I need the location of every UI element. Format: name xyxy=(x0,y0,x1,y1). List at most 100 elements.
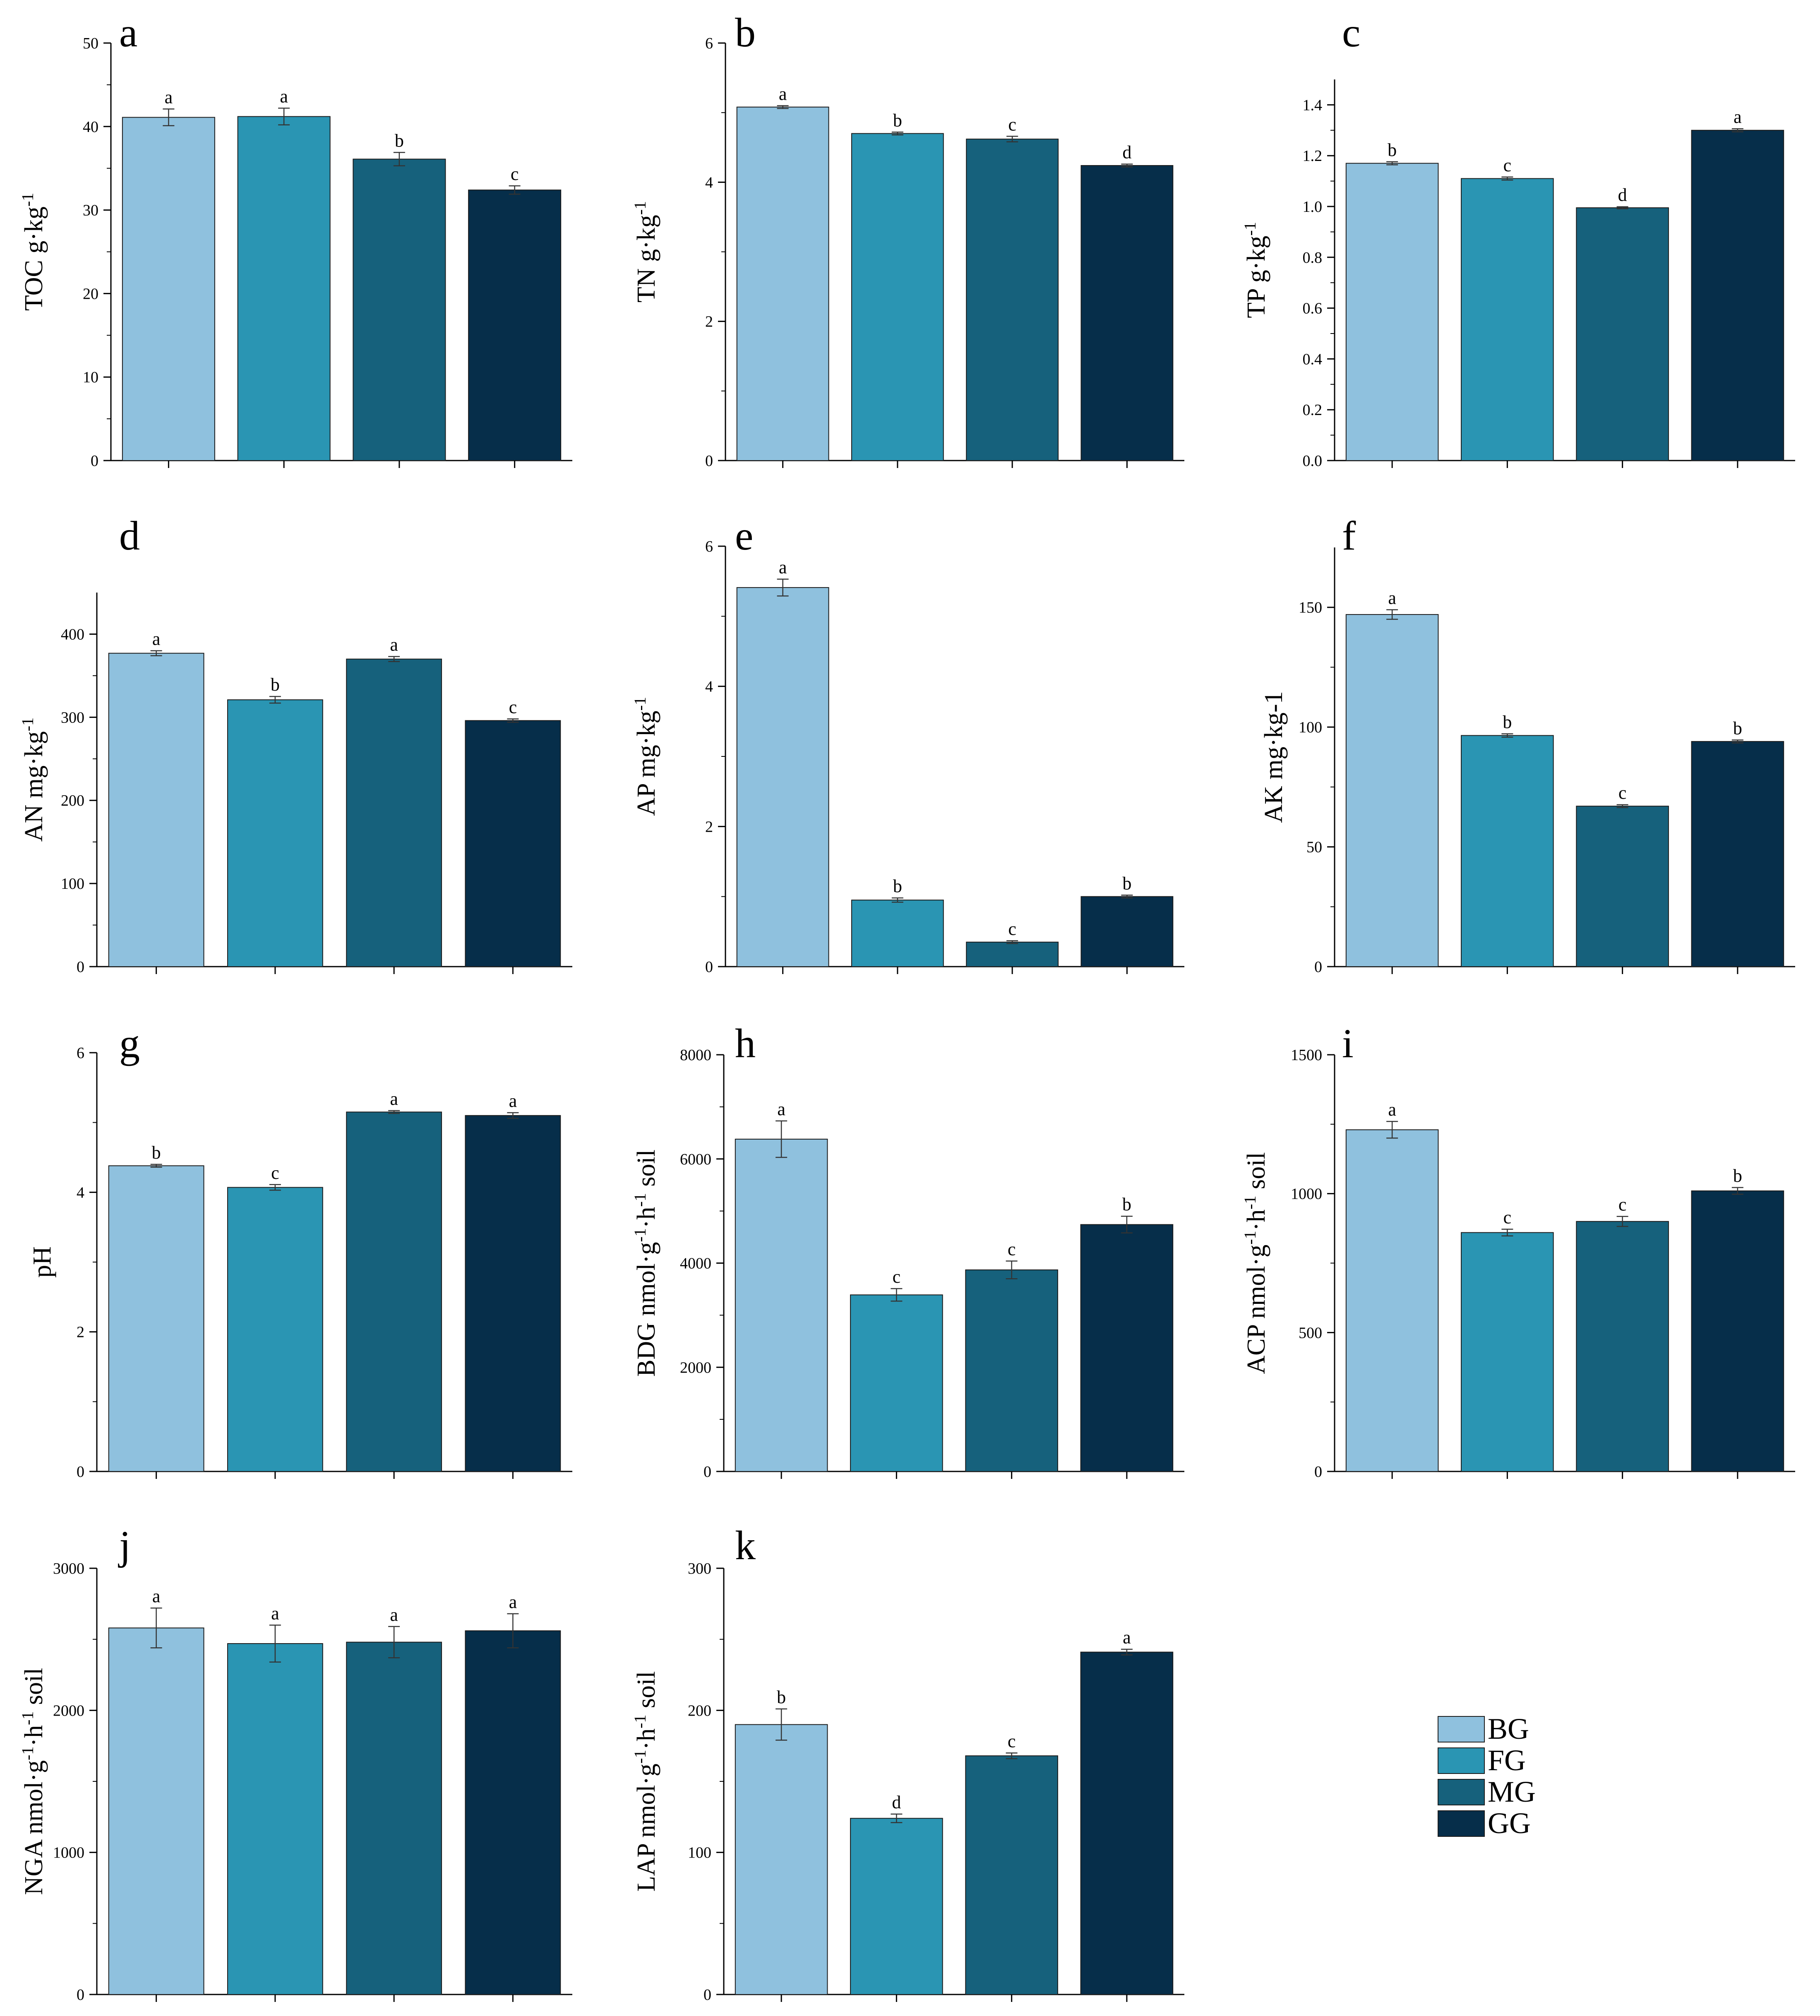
significance-letter: a xyxy=(165,87,173,107)
y-tick-label: 300 xyxy=(61,709,84,726)
bar-fg xyxy=(1461,1233,1553,1471)
y-tick-label: 0 xyxy=(77,1986,84,2004)
bar-mg xyxy=(1576,806,1669,967)
y-axis-title: LAP nmol·g-1·h-1 soil xyxy=(631,1671,661,1892)
significance-letter: c xyxy=(1503,155,1512,175)
bar-fg xyxy=(228,700,323,967)
y-tick-label: 0 xyxy=(704,1986,711,2004)
significance-letter: b xyxy=(893,876,902,896)
significance-letter: b xyxy=(395,130,404,151)
significance-letter: b xyxy=(1122,873,1131,893)
y-tick-label: 1.0 xyxy=(1303,198,1323,216)
bar-fg xyxy=(852,134,944,461)
significance-letter: c xyxy=(1618,1195,1627,1215)
bar-gg xyxy=(1692,130,1784,461)
y-tick-label: 100 xyxy=(688,1844,711,1862)
y-tick-label: 8000 xyxy=(680,1046,711,1064)
y-tick-label: 50 xyxy=(83,35,98,52)
panel-letter: d xyxy=(119,513,140,559)
significance-letter: b xyxy=(893,110,902,130)
significance-letter: a xyxy=(390,635,398,655)
y-tick-label: 0 xyxy=(1314,958,1322,976)
panel-letter: e xyxy=(735,513,753,559)
bar-bg xyxy=(735,1139,828,1471)
y-tick-label: 6 xyxy=(77,1044,84,1062)
significance-letter: a xyxy=(779,84,787,104)
significance-letter: c xyxy=(1503,1207,1512,1228)
bar-bg xyxy=(737,107,829,461)
significance-letter: a xyxy=(280,86,288,106)
y-tick-label: 1.2 xyxy=(1303,147,1323,165)
panel-letter: j xyxy=(118,1522,131,1568)
bar-bg xyxy=(737,588,829,967)
bar-bg xyxy=(1346,614,1438,967)
y-tick-label: 0.6 xyxy=(1303,300,1323,317)
bar-fg xyxy=(1461,735,1553,967)
y-tick-label: 2000 xyxy=(680,1359,711,1376)
y-tick-label: 20 xyxy=(83,285,98,302)
y-tick-label: 6000 xyxy=(680,1151,711,1168)
legend-swatch-gg xyxy=(1438,1811,1484,1836)
panel-letter: b xyxy=(735,10,756,55)
y-tick-label: 2 xyxy=(705,313,713,331)
bar-mg xyxy=(346,1112,442,1471)
y-tick-label: 0.8 xyxy=(1303,249,1323,266)
significance-letter: b xyxy=(1122,1194,1131,1214)
y-tick-label: 0 xyxy=(705,452,713,470)
panel-c: 0.0 0.2 0.4 0.6 0.8 1.0 1.2 1.4 b c d a c TP g·kg-1 xyxy=(1241,10,1796,470)
bar-mg xyxy=(346,1642,442,1994)
significance-letter: b xyxy=(1503,712,1512,732)
panel-letter: g xyxy=(119,1020,140,1066)
significance-letter: a xyxy=(1734,107,1742,127)
bar-bg xyxy=(1346,163,1438,461)
y-tick-label: 200 xyxy=(61,792,84,809)
significance-letter: d xyxy=(1122,142,1131,163)
y-tick-label: 200 xyxy=(688,1702,711,1719)
significance-letter: c xyxy=(1008,1731,1016,1751)
bar-fg xyxy=(850,1295,943,1471)
y-tick-label: 0.0 xyxy=(1303,452,1323,470)
bar-gg xyxy=(468,190,561,461)
panel-d: 0 100 200 300 400 a b a c d AN mg·kg-1 xyxy=(18,513,573,976)
significance-letter: a xyxy=(390,1089,398,1109)
significance-letter: a xyxy=(1388,1099,1396,1120)
significance-letter: a xyxy=(777,1099,785,1119)
y-axis-title: NGA nmol·g-1·h-1 soil xyxy=(18,1668,48,1895)
y-tick-label: 1000 xyxy=(53,1844,84,1862)
y-tick-label: 0 xyxy=(91,452,98,470)
significance-letter: a xyxy=(1123,1627,1131,1648)
significance-letter: a xyxy=(152,629,161,649)
y-tick-label: 10 xyxy=(83,369,98,386)
significance-letter: b xyxy=(777,1687,786,1707)
bar-fg xyxy=(852,900,944,967)
significance-letter: c xyxy=(1008,114,1016,134)
panel-e: 0 2 4 6 a b c b e AP mg·kg-1 xyxy=(631,513,1185,976)
bar-mg xyxy=(1576,1222,1669,1471)
significance-letter: b xyxy=(152,1142,161,1163)
y-tick-label: 400 xyxy=(61,626,84,643)
legend-label-bg: BG xyxy=(1488,1712,1529,1745)
bar-mg xyxy=(1576,208,1669,461)
y-tick-label: 0.2 xyxy=(1303,401,1323,419)
y-axis-title: pH xyxy=(28,1246,56,1278)
panel-j: 0 1000 2000 3000 a a a a j NGA nmol·g-1·h-1 soil xyxy=(18,1522,573,2004)
bar-gg xyxy=(1692,742,1784,967)
significance-letter: a xyxy=(271,1603,279,1623)
y-tick-label: 4 xyxy=(77,1184,84,1201)
y-tick-label: 2000 xyxy=(53,1702,84,1719)
bar-fg xyxy=(850,1818,943,1994)
panel-b: 0 2 4 6 a b c d b TN g·kg-1 xyxy=(631,10,1185,470)
panel-letter: h xyxy=(735,1020,756,1066)
legend-label-gg: GG xyxy=(1488,1807,1531,1840)
legend-label-mg: MG xyxy=(1488,1775,1536,1808)
panel-letter: i xyxy=(1342,1020,1354,1066)
y-tick-label: 0 xyxy=(1314,1463,1322,1481)
bar-gg xyxy=(1081,1652,1173,1994)
panel-letter: f xyxy=(1342,513,1356,559)
y-tick-label: 100 xyxy=(1299,719,1322,736)
y-axis-title: AN mg·kg-1 xyxy=(18,718,48,842)
y-tick-label: 2 xyxy=(77,1324,84,1341)
significance-letter: b xyxy=(1733,718,1742,738)
significance-letter: c xyxy=(509,697,517,717)
y-tick-label: 4 xyxy=(705,174,713,191)
